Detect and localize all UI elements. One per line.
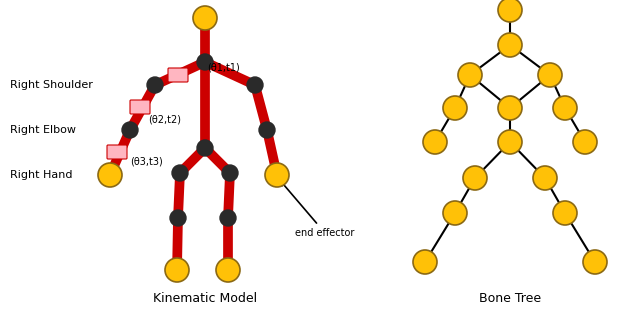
- Circle shape: [172, 165, 188, 181]
- Text: end effector: end effector: [281, 181, 355, 238]
- Circle shape: [122, 122, 138, 138]
- FancyBboxPatch shape: [168, 68, 188, 82]
- Circle shape: [553, 201, 577, 225]
- Text: Right Shoulder: Right Shoulder: [10, 80, 93, 90]
- Circle shape: [573, 130, 597, 154]
- Circle shape: [498, 96, 522, 120]
- Circle shape: [583, 250, 607, 274]
- Text: Kinematic Model: Kinematic Model: [153, 292, 257, 305]
- Text: Right Elbow: Right Elbow: [10, 125, 76, 135]
- Circle shape: [443, 96, 467, 120]
- FancyBboxPatch shape: [107, 145, 127, 159]
- Circle shape: [498, 0, 522, 22]
- Circle shape: [553, 96, 577, 120]
- Circle shape: [498, 33, 522, 57]
- Circle shape: [193, 6, 217, 30]
- Circle shape: [222, 165, 238, 181]
- Circle shape: [197, 54, 213, 70]
- Circle shape: [170, 210, 186, 226]
- Text: Right Hand: Right Hand: [10, 170, 73, 180]
- Circle shape: [220, 210, 236, 226]
- Circle shape: [216, 258, 240, 282]
- Circle shape: [463, 166, 487, 190]
- Circle shape: [197, 140, 213, 156]
- Circle shape: [533, 166, 557, 190]
- Circle shape: [538, 63, 562, 87]
- Circle shape: [147, 77, 163, 93]
- Text: (θ3,t3): (θ3,t3): [130, 157, 163, 167]
- FancyBboxPatch shape: [130, 100, 150, 114]
- Text: Bone Tree: Bone Tree: [479, 292, 541, 305]
- Circle shape: [265, 163, 289, 187]
- Circle shape: [423, 130, 447, 154]
- Circle shape: [247, 77, 263, 93]
- Circle shape: [498, 130, 522, 154]
- Circle shape: [165, 258, 189, 282]
- Text: (θ2,t2): (θ2,t2): [148, 115, 181, 125]
- Circle shape: [259, 122, 275, 138]
- Circle shape: [443, 201, 467, 225]
- Circle shape: [98, 163, 122, 187]
- Circle shape: [413, 250, 437, 274]
- Circle shape: [458, 63, 482, 87]
- Text: (θ1,t1): (θ1,t1): [207, 62, 239, 72]
